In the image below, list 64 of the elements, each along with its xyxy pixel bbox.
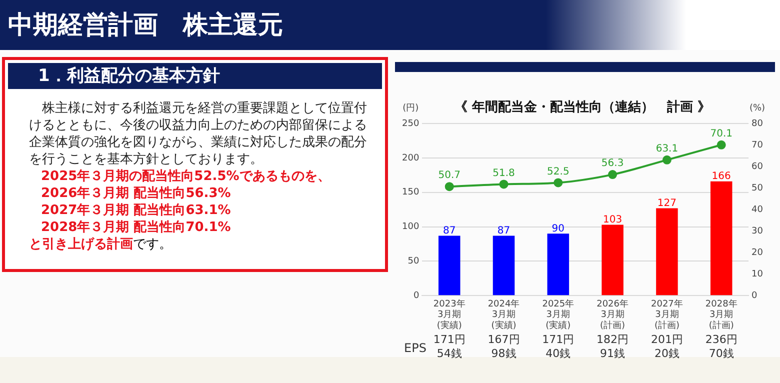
point — [662, 155, 672, 164]
text: 236円 70銭 — [705, 333, 738, 361]
data-label: 56.3 — [601, 158, 624, 170]
y2-axis-title: (%) — [749, 103, 766, 114]
chart-title: 《 年間配当金・配当性向（連結） 計画 》 — [454, 99, 711, 116]
y-tick-label: 200 — [402, 153, 420, 164]
x-tick-label: 2025年 3月期 (実績) — [542, 298, 574, 331]
y-axis-title: (円) — [402, 103, 419, 114]
data-label: 127 — [657, 198, 676, 209]
text: と引き上げる計画 — [29, 237, 133, 252]
text: EPS — [404, 341, 426, 355]
data-label: 50.7 — [438, 170, 461, 182]
data-label: 103 — [603, 214, 622, 226]
text: 2026年３月期 配当性向56.3% — [41, 185, 232, 202]
y-tick-label: 0 — [413, 290, 420, 301]
data-label: 63.1 — [656, 144, 678, 155]
text: 2027年３月期 配当性向63.1% — [41, 202, 232, 219]
y2-tick-label: 50 — [752, 183, 764, 194]
data-label: 90 — [552, 223, 565, 234]
text: 中期経営計画 株主還元 — [0, 0, 780, 50]
bar — [547, 234, 570, 296]
y-tick-label: 100 — [402, 222, 420, 232]
x-tick-label: 2026年 3月期 (計画) — [596, 298, 629, 331]
text: 171円 40銭 — [542, 333, 574, 361]
text: 201円 20銭 — [650, 333, 683, 361]
y-tick-label: 50 — [408, 256, 420, 267]
text: 1．利益配分の基本方針 — [8, 63, 382, 89]
y2-tick-label: 80 — [752, 118, 764, 129]
y-tick-label: 150 — [402, 188, 420, 198]
x-tick-label: 2028年 3月期 (計画) — [705, 298, 738, 331]
point — [444, 182, 454, 192]
y2-tick-label: 10 — [752, 269, 764, 280]
text: 2028年３月期 配当性向70.1% — [41, 219, 232, 236]
text: 株主様に対する利益還元を経営の重要課題として位置付けるとともに、今後の収益力向上のための内部留保による企業体質の強化を図りながら、業績に対応した成果の配分を行うことを基本方針としております。 — [28, 100, 368, 168]
text: です。 — [133, 237, 172, 252]
x-tick-label: 2024年 3月期 (実績) — [488, 298, 520, 331]
point — [554, 178, 563, 188]
y2-tick-label: 60 — [752, 162, 764, 172]
text: 2025年３月期の配当性向52.5%であるものを、 — [41, 168, 332, 185]
data-label: 70.1 — [710, 128, 732, 140]
y2-tick-label: 70 — [752, 140, 764, 150]
data-label: 52.5 — [547, 166, 570, 178]
x-tick-label: 2023年 3月期 (実績) — [433, 298, 466, 331]
point — [499, 180, 508, 189]
y2-tick-label: 20 — [752, 248, 764, 258]
bar — [492, 236, 515, 296]
text: 171円 54銭 — [433, 333, 466, 361]
bar — [710, 181, 732, 296]
bar — [438, 236, 460, 296]
text: 167円 98銭 — [488, 333, 520, 361]
text: 182円 91銭 — [596, 333, 629, 361]
y2-tick-label: 30 — [752, 226, 764, 236]
data-label: 87 — [497, 225, 510, 236]
y-tick-label: 250 — [402, 118, 420, 129]
bar — [602, 224, 624, 296]
point — [716, 140, 726, 150]
data-label: 87 — [443, 225, 456, 236]
y2-tick-label: 0 — [752, 290, 758, 301]
point — [608, 170, 618, 180]
data-label: 51.8 — [492, 168, 515, 179]
x-tick-label: 2027年 3月期 (計画) — [651, 298, 683, 331]
y2-tick-label: 40 — [752, 204, 764, 215]
bar — [656, 208, 678, 296]
data-label: 166 — [712, 170, 731, 182]
